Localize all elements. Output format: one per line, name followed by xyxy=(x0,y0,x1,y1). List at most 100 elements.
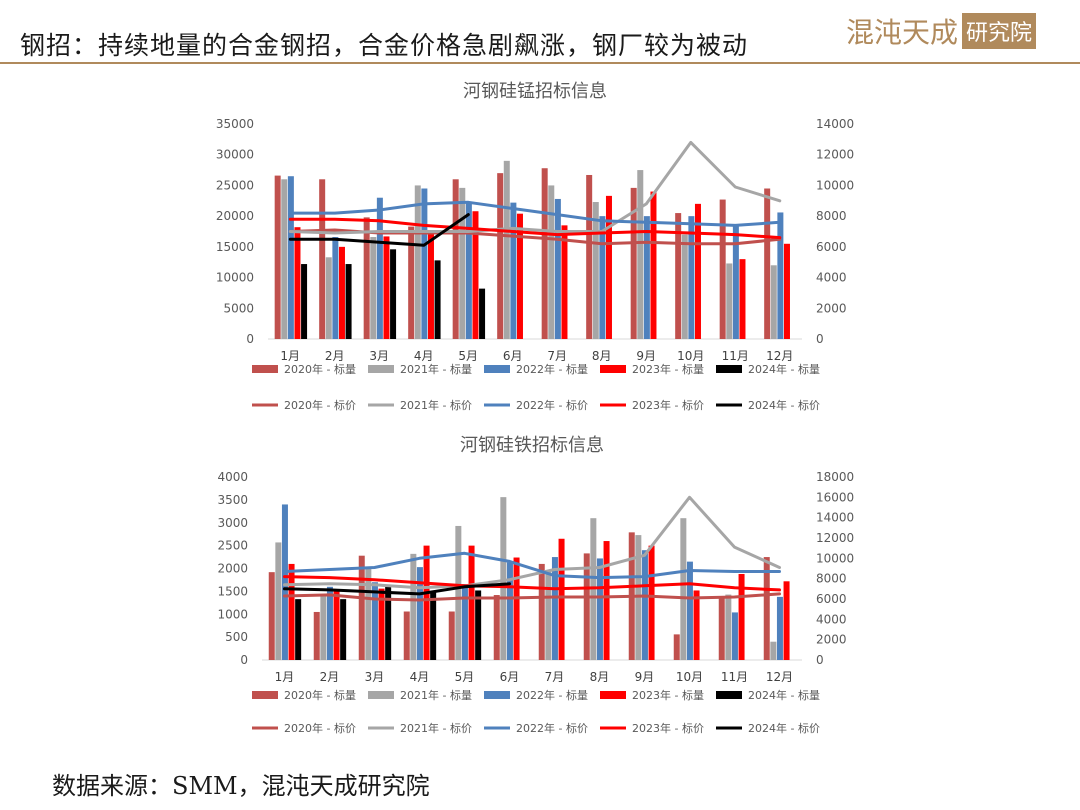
y-right-tick-label: 6000 xyxy=(816,240,847,254)
x-tick-label: 10月 xyxy=(676,670,703,684)
line-2021-price xyxy=(288,140,782,235)
y-left-tick-label: 25000 xyxy=(216,178,254,192)
x-tick-label: 4月 xyxy=(414,349,434,363)
bar-2023-m1 xyxy=(294,227,301,339)
bar-2024-m2 xyxy=(340,599,347,660)
y-right-tick-label: 2000 xyxy=(816,633,847,647)
bar-2021-m2 xyxy=(320,595,327,660)
bar-2023-m10 xyxy=(694,203,701,339)
x-tick-label: 9月 xyxy=(636,349,656,363)
y-right-tick-label: 0 xyxy=(816,332,824,346)
y-right-tick-label: 10000 xyxy=(816,178,854,192)
y-right-tick-label: 10000 xyxy=(816,551,854,565)
bar-2020-m4 xyxy=(408,226,415,339)
chart-title: 河钢硅锰招标信息 xyxy=(463,81,607,102)
bar-2022-m7 xyxy=(554,198,561,339)
bar-2023-m9 xyxy=(648,545,655,660)
bar-2024-m1 xyxy=(295,599,302,660)
bar-2023-m5 xyxy=(468,545,475,660)
bar-2024-m2 xyxy=(345,264,352,339)
bar-2021-m6 xyxy=(503,160,510,339)
bar-2020-m10 xyxy=(675,213,682,339)
bar-2022-m9 xyxy=(643,216,650,339)
line-2023-price xyxy=(288,217,782,240)
bar-2020-m7 xyxy=(538,563,545,660)
legend-bar-swatch-2020 xyxy=(252,365,278,373)
bar-2021-m4 xyxy=(410,553,417,660)
bar-2021-m5 xyxy=(455,525,462,660)
bar-2020-m2 xyxy=(319,179,326,339)
bar-2022-m11 xyxy=(731,612,738,660)
bar-2022-m1 xyxy=(287,176,294,339)
x-tick-label: 1月 xyxy=(275,670,295,684)
y-left-tick-label: 4000 xyxy=(217,470,248,484)
y-left-tick-label: 20000 xyxy=(216,209,254,223)
bar-2024-m4 xyxy=(434,260,441,339)
bar-2022-m10 xyxy=(688,216,695,339)
x-tick-label: 6月 xyxy=(503,349,523,363)
bar-2021-m4 xyxy=(414,185,421,339)
line-2024-price xyxy=(288,213,470,247)
y-right-tick-label: 8000 xyxy=(816,209,847,223)
bar-2023-m2 xyxy=(333,589,340,660)
x-tick-label: 5月 xyxy=(455,670,475,684)
bar-2023-m7 xyxy=(561,225,568,339)
line-2022-price xyxy=(283,551,781,580)
y-left-tick-label: 0 xyxy=(246,332,254,346)
bar-2022-m4 xyxy=(416,567,423,660)
legend-bar-label-2020: 2020年 - 标量 xyxy=(284,362,356,376)
legend-line-label-2020: 2020年 - 标价 xyxy=(284,398,356,412)
x-tick-label: 6月 xyxy=(500,670,520,684)
y-right-tick-label: 18000 xyxy=(816,470,854,484)
legend-line-label-2020: 2020年 - 标价 xyxy=(284,721,356,735)
x-tick-label: 4月 xyxy=(410,670,430,684)
x-tick-label: 12月 xyxy=(766,349,793,363)
bar-2024-m3 xyxy=(385,586,392,660)
x-tick-label: 11月 xyxy=(721,670,748,684)
bar-2024-m3 xyxy=(390,249,397,339)
bar-2020-m12 xyxy=(764,188,771,339)
y-right-tick-label: 6000 xyxy=(816,592,847,606)
bar-2023-m4 xyxy=(423,545,430,660)
bar-2021-m10 xyxy=(680,518,687,660)
legend-line-label-2022: 2022年 - 标价 xyxy=(516,398,588,412)
y-left-tick-label: 10000 xyxy=(216,271,254,285)
legend-line-label-2024: 2024年 - 标价 xyxy=(748,398,820,412)
bar-2024-m1 xyxy=(301,264,308,339)
legend-bar-label-2021: 2021年 - 标量 xyxy=(400,688,472,702)
bar-2023-m4 xyxy=(427,230,434,339)
bar-2021-m9 xyxy=(637,170,644,339)
legend-bar-swatch-2021 xyxy=(368,365,394,373)
header-divider xyxy=(0,62,1080,64)
x-tick-label: 2月 xyxy=(325,349,345,363)
bar-2021-m2 xyxy=(325,257,332,339)
bar-2021-m6 xyxy=(500,497,507,660)
bar-2023-m8 xyxy=(603,541,610,660)
x-tick-label: 1月 xyxy=(280,349,300,363)
bar-2022-m4 xyxy=(421,188,428,339)
bar-2020-m7 xyxy=(541,168,548,339)
y-right-tick-label: 8000 xyxy=(816,572,847,586)
legend-bar-swatch-2023 xyxy=(600,365,626,373)
bar-2022-m3 xyxy=(371,582,378,660)
y-left-tick-label: 30000 xyxy=(216,148,254,162)
x-tick-label: 3月 xyxy=(365,670,385,684)
y-right-tick-label: 14000 xyxy=(816,117,854,131)
y-right-tick-label: 4000 xyxy=(816,271,847,285)
bar-2021-m5 xyxy=(459,187,466,339)
legend-bar-label-2022: 2022年 - 标量 xyxy=(516,362,588,376)
x-tick-label: 10月 xyxy=(677,349,704,363)
data-source-note: 数据来源：SMM，混沌天成研究院 xyxy=(52,772,430,800)
legend-bar-swatch-2022 xyxy=(484,691,510,699)
bar-2020-m11 xyxy=(719,199,726,339)
legend-bar-label-2024: 2024年 - 标量 xyxy=(748,688,820,702)
bar-2023-m2 xyxy=(338,246,345,339)
bar-2020-m12 xyxy=(763,557,770,660)
legend-bar-swatch-2024 xyxy=(716,365,742,373)
line-2023-price xyxy=(283,575,781,592)
legend-line-label-2021: 2021年 - 标价 xyxy=(400,398,472,412)
bar-2021-m11 xyxy=(726,263,733,339)
bar-2021-m3 xyxy=(365,568,372,660)
legend-bar-label-2024: 2024年 - 标量 xyxy=(748,362,820,376)
legend-line-label-2021: 2021年 - 标价 xyxy=(400,721,472,735)
